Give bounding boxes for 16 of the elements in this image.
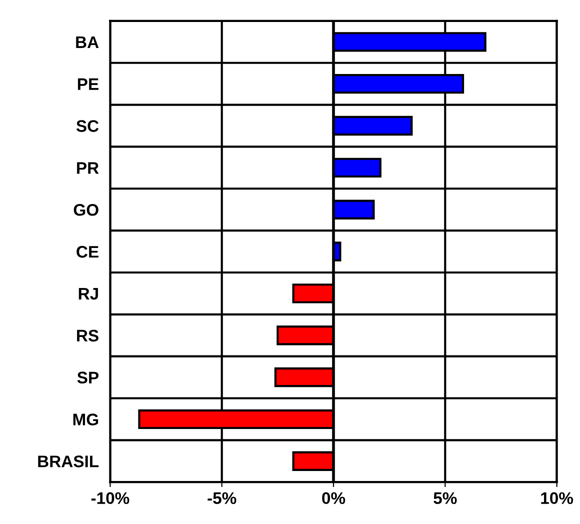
y-tick-label: RJ — [78, 288, 98, 300]
y-tick-label: BA — [76, 36, 99, 48]
y-tick-label: MG — [73, 414, 98, 426]
x-tick-label: -5% — [208, 492, 236, 504]
y-tick-label: GO — [74, 204, 98, 216]
x-tick-label: 0% — [322, 492, 346, 504]
x-tick-label: 10% — [541, 492, 574, 504]
x-tick-label: 5% — [434, 492, 457, 504]
y-tick-label: PR — [77, 162, 99, 174]
y-tick-label: PE — [78, 78, 98, 90]
y-tick-label: BRASIL — [38, 456, 99, 468]
y-tick-label: RS — [77, 330, 98, 342]
y-tick-label: CE — [76, 246, 98, 258]
y-tick-label: SP — [77, 372, 99, 384]
x-tick-label: -10% — [91, 492, 130, 504]
y-tick-label: SC — [76, 120, 99, 132]
